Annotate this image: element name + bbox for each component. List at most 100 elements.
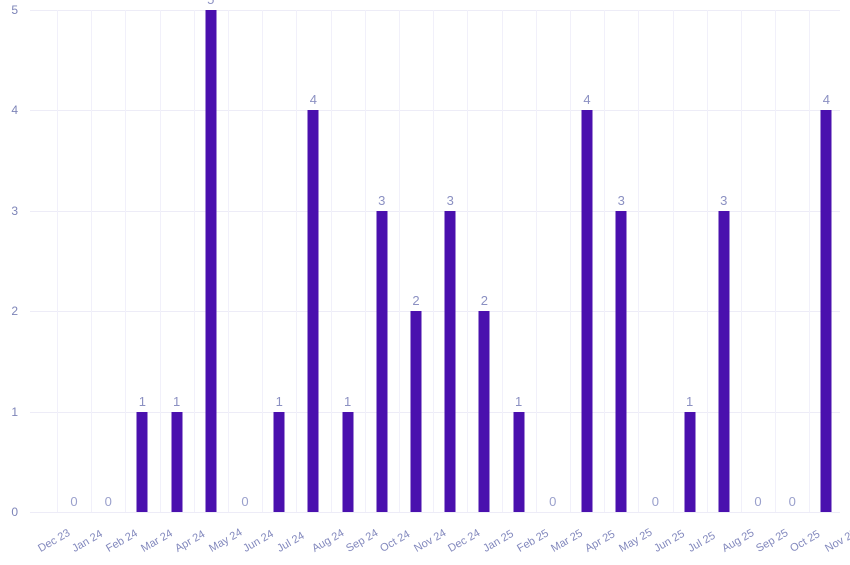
gridline-horizontal <box>30 210 840 212</box>
bar-slot[interactable]: 0 <box>745 10 771 512</box>
gridline-vertical <box>535 10 537 512</box>
bar[interactable] <box>342 411 354 512</box>
bar[interactable] <box>136 411 148 512</box>
gridline-vertical <box>296 10 298 512</box>
bar-slot[interactable]: 3 <box>369 10 395 512</box>
y-axis-tick-label: 0 <box>11 505 18 519</box>
bar-value-label: 0 <box>549 494 557 509</box>
gridline-horizontal <box>30 10 840 11</box>
bar-slot[interactable]: 3 <box>437 10 463 512</box>
bar-value-label: 3 <box>378 192 386 208</box>
bar-slot[interactable]: 0 <box>779 10 805 512</box>
gridline-vertical <box>398 10 400 512</box>
x-axis-tick-label: Nov 25 <box>822 527 850 555</box>
bar-slot[interactable]: 5 <box>198 0 224 512</box>
bar[interactable] <box>820 110 832 512</box>
bar[interactable] <box>171 411 183 512</box>
bar[interactable] <box>615 210 627 512</box>
gridline-vertical <box>364 10 366 512</box>
x-axis-tick-label: Oct 25 <box>788 528 823 555</box>
bar-value-label: 1 <box>275 393 283 409</box>
bar-slot[interactable]: 0 <box>232 10 258 512</box>
x-axis-tick-label: Sep 24 <box>343 527 381 555</box>
bar[interactable] <box>718 210 730 512</box>
bar-slot[interactable]: 0 <box>61 10 87 512</box>
bar[interactable] <box>684 411 696 512</box>
bar-slot[interactable]: 3 <box>711 10 737 512</box>
bar-slot[interactable]: 2 <box>471 10 497 512</box>
x-axis-tick-label: Aug 25 <box>720 527 757 555</box>
y-axis-tick-label: 3 <box>11 203 18 218</box>
bar-slot[interactable]: 1 <box>335 10 361 512</box>
bar[interactable] <box>513 411 525 512</box>
bar[interactable] <box>581 110 593 512</box>
bar-slot[interactable]: 1 <box>506 10 532 512</box>
bar-value-label: 4 <box>822 92 831 108</box>
bar-value-label: 0 <box>651 494 660 509</box>
x-axis-tick-label: May 25 <box>617 526 655 555</box>
bar-value-label: 1 <box>685 393 694 409</box>
x-axis-tick-label: Jun 25 <box>651 527 687 555</box>
bar-slot[interactable]: 0 <box>642 10 668 512</box>
y-axis-tick-label: 2 <box>11 304 18 319</box>
y-axis-tick-label: 4 <box>11 103 18 118</box>
x-axis-tick-label: Jan 25 <box>480 527 516 555</box>
bar-value-label: 3 <box>617 192 625 208</box>
x-axis-tick-label: Dec 23 <box>36 527 73 555</box>
bar-value-label: 0 <box>241 494 249 509</box>
gridline-vertical <box>638 10 640 512</box>
bar-value-label: 2 <box>480 293 489 309</box>
x-axis-tick-label: Mar 25 <box>549 527 585 555</box>
bar-slot[interactable]: 1 <box>677 10 703 512</box>
x-axis-tick-label: Jul 24 <box>275 529 307 555</box>
gridline-vertical <box>740 10 742 512</box>
bar-value-label: 5 <box>207 0 214 6</box>
gridline-vertical <box>262 10 264 512</box>
bar-value-label: 1 <box>343 393 352 409</box>
gridline-horizontal <box>30 411 840 413</box>
bar-value-label: 4 <box>583 92 591 108</box>
gridline-vertical <box>433 10 435 512</box>
bar-slot[interactable]: 4 <box>813 10 839 512</box>
bar-slot[interactable]: 0 <box>540 10 566 512</box>
bar-slot[interactable]: 2 <box>403 10 429 512</box>
bar-slot[interactable]: 1 <box>129 10 155 512</box>
gridlines: 0 1 2 3 4 5 <box>11 3 840 519</box>
x-axis-tick-label: Feb 25 <box>514 527 551 555</box>
bar-value-label: 1 <box>514 393 523 409</box>
x-axis-tick-label: Apr 24 <box>172 528 208 555</box>
bar[interactable] <box>205 10 217 512</box>
plot-area: 0 1 2 3 4 5 0 0 1 1 5 0 1 4 1 3 2 3 2 1 0 4 3 0 1 3 0 0 4 2 <box>11 0 840 519</box>
x-axis-tick-label: Feb 24 <box>104 527 141 555</box>
y-axis-tick-label: 1 <box>11 404 18 419</box>
x-axis-tick-label: Aug 24 <box>309 527 346 555</box>
bar-value-label: 0 <box>104 494 112 509</box>
bar[interactable] <box>376 210 388 512</box>
bar-slot[interactable]: 4 <box>574 10 600 512</box>
bar[interactable] <box>273 411 285 512</box>
gridline-horizontal <box>30 512 840 513</box>
gridline-horizontal <box>30 311 840 313</box>
gridline-vertical <box>569 10 571 512</box>
bar[interactable] <box>410 311 422 512</box>
gridline-vertical <box>706 10 708 512</box>
gridline-vertical <box>809 10 811 512</box>
bar-series: 001150141323210430130042 <box>30 0 840 512</box>
bar-slot[interactable]: 1 <box>266 10 292 512</box>
bar-slot[interactable]: 1 <box>164 10 190 512</box>
x-axis-tick-label: Oct 24 <box>378 528 413 555</box>
gridline-vertical <box>330 10 332 512</box>
bar[interactable] <box>478 311 490 512</box>
gridline-vertical <box>91 10 93 512</box>
bar-slot[interactable]: 3 <box>608 10 634 512</box>
bar[interactable] <box>307 110 319 512</box>
bar[interactable] <box>444 210 456 512</box>
bar-slot[interactable]: 0 <box>95 10 121 512</box>
bar-value-label: 4 <box>309 92 318 108</box>
gridline-vertical <box>501 10 503 512</box>
x-axis-tick-label: Sep 25 <box>754 527 791 555</box>
y-axis-tick-label: 5 <box>11 3 18 17</box>
bar-slot[interactable]: 4 <box>300 10 326 512</box>
x-axis-tick-label: Jan 24 <box>70 527 105 555</box>
gridline-vertical <box>775 10 777 512</box>
